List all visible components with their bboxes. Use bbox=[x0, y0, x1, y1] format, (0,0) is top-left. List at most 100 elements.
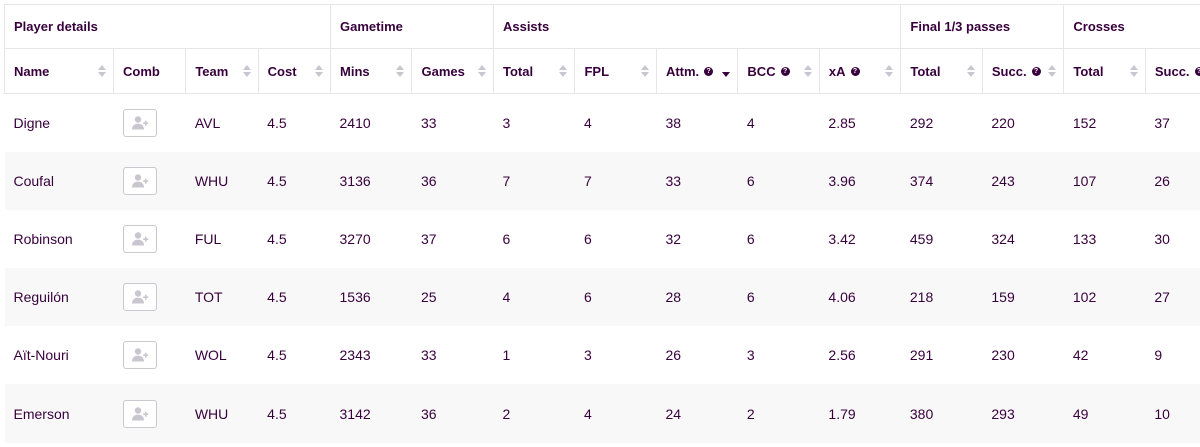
column-header-total-11[interactable]: Total bbox=[900, 48, 983, 94]
cell-cost: 4.5 bbox=[267, 230, 287, 247]
column-header-attm-8[interactable]: Attm.? bbox=[655, 48, 738, 94]
cell-team: TOT bbox=[185, 268, 259, 327]
column-header-label-group: Total bbox=[910, 64, 940, 79]
sort-arrows-icon[interactable] bbox=[477, 64, 486, 78]
sort-arrows-icon[interactable] bbox=[1048, 64, 1057, 78]
cell-games: 25 bbox=[411, 268, 494, 327]
column-header-label: xA bbox=[828, 63, 846, 79]
question-mark-icon[interactable]: ? bbox=[850, 66, 860, 76]
sort-arrows-icon[interactable] bbox=[98, 64, 106, 78]
column-group-header-row: Player details Gametime Assists Final 1/3 p… bbox=[4, 4, 1200, 49]
column-header-label-group: Attm.? bbox=[665, 63, 714, 79]
add-to-comparison-button[interactable] bbox=[122, 166, 157, 195]
sort-arrows-icon[interactable] bbox=[722, 64, 731, 78]
column-group-assists: Assists bbox=[492, 4, 901, 49]
sort-arrows-icon[interactable] bbox=[640, 64, 649, 78]
add-to-comparison-icon bbox=[131, 290, 148, 304]
cell-name[interactable]: Emerson bbox=[4, 384, 114, 443]
cell-name[interactable]: Reguilón bbox=[4, 268, 114, 327]
cell-f3-succ: 324 bbox=[991, 230, 1015, 247]
add-to-comparison-button[interactable] bbox=[122, 399, 157, 428]
column-header-content: BCC? bbox=[747, 64, 818, 79]
column-header-label: Games bbox=[421, 63, 465, 79]
column-header-content: Total bbox=[1073, 64, 1144, 79]
column-header-content: Team bbox=[195, 64, 257, 79]
sort-arrows-icon[interactable] bbox=[966, 64, 975, 78]
sort-down-arrow-icon bbox=[559, 72, 568, 77]
sort-arrows-icon[interactable] bbox=[885, 64, 894, 78]
question-mark-icon[interactable]: ? bbox=[1194, 66, 1200, 76]
sort-arrows-icon[interactable] bbox=[803, 64, 812, 78]
sort-up-arrow-icon bbox=[885, 65, 894, 70]
cell-xa: 3.42 bbox=[828, 230, 856, 247]
add-to-comparison-button[interactable] bbox=[122, 341, 157, 370]
cell-name[interactable]: Coufal bbox=[4, 151, 114, 210]
column-header-label: Total bbox=[910, 63, 941, 79]
column-header-succ-14[interactable]: Succ.? bbox=[1144, 48, 1200, 94]
sort-arrows-icon[interactable] bbox=[396, 64, 405, 78]
cell-mins: 2343 bbox=[339, 347, 371, 364]
cell-name[interactable]: Aït-Nouri bbox=[13, 347, 69, 364]
cell-f3-succ: 293 bbox=[982, 384, 1064, 443]
column-header-label-group: Succ.? bbox=[1155, 64, 1200, 79]
column-header-bcc-9[interactable]: BCC? bbox=[737, 48, 820, 94]
cell-attm: 24 bbox=[656, 384, 738, 443]
column-header-label: Total bbox=[502, 63, 534, 79]
add-to-comparison-button[interactable] bbox=[122, 283, 157, 312]
add-to-comparison-button[interactable] bbox=[122, 224, 157, 253]
sort-down-arrow-icon bbox=[242, 72, 251, 77]
column-header-content: FPL bbox=[584, 64, 655, 79]
column-header-label: Attm. bbox=[665, 63, 700, 79]
cell-name[interactable]: Robinson bbox=[13, 230, 73, 247]
column-header-content: Cost bbox=[268, 64, 330, 79]
cell-attm: 26 bbox=[665, 347, 682, 364]
cell-f3-total: 374 bbox=[900, 151, 983, 210]
cell-fpl: 4 bbox=[583, 114, 592, 131]
cell-assists-total: 1 bbox=[502, 347, 511, 364]
column-header-fpl-7[interactable]: FPL bbox=[574, 48, 657, 94]
column-header-content: Total bbox=[503, 64, 574, 79]
add-to-comparison-icon bbox=[131, 348, 148, 362]
column-header-label: FPL bbox=[584, 63, 610, 79]
column-header-cost-3[interactable]: Cost bbox=[257, 48, 331, 94]
sort-down-arrow-icon bbox=[315, 72, 323, 77]
cell-cross-succ: 9 bbox=[1154, 347, 1163, 364]
sort-arrows-icon[interactable] bbox=[559, 64, 568, 78]
cell-assists-total: 6 bbox=[502, 230, 511, 247]
cell-f3-succ: 230 bbox=[991, 347, 1015, 364]
question-mark-icon[interactable]: ? bbox=[1031, 66, 1041, 76]
column-header-games-5[interactable]: Games bbox=[411, 48, 494, 94]
cell-games: 36 bbox=[411, 151, 494, 210]
column-header-label: Total bbox=[1073, 63, 1104, 79]
sort-arrows-icon[interactable] bbox=[315, 64, 323, 78]
player-stats-table: Player details Gametime Assists Final 1/3 p… bbox=[4, 4, 1200, 443]
cell-fpl: 6 bbox=[574, 268, 657, 327]
column-header-total-6[interactable]: Total bbox=[492, 48, 575, 94]
add-to-comparison-button[interactable] bbox=[122, 108, 157, 137]
sort-down-arrow-icon bbox=[885, 72, 894, 77]
sort-arrows-icon[interactable] bbox=[1129, 64, 1138, 78]
cell-xa: 4.06 bbox=[819, 268, 901, 327]
column-header-mins-4[interactable]: Mins bbox=[329, 48, 412, 94]
cell-attm: 28 bbox=[656, 268, 738, 327]
sort-down-arrow-icon bbox=[1129, 72, 1138, 77]
cell-name[interactable]: Digne bbox=[13, 114, 51, 131]
question-mark-icon[interactable]: ? bbox=[780, 66, 790, 76]
add-to-comparison-icon bbox=[131, 116, 148, 130]
cell-games: 36 bbox=[411, 384, 494, 443]
cell-mins: 2410 bbox=[339, 114, 371, 131]
column-header-team-2[interactable]: Team bbox=[185, 48, 259, 94]
column-header-name-0[interactable]: Name bbox=[4, 48, 114, 94]
cell-f3-succ: 159 bbox=[982, 268, 1064, 327]
add-to-comparison-icon bbox=[131, 406, 148, 421]
column-header-xa-10[interactable]: xA? bbox=[818, 48, 901, 94]
question-mark-icon[interactable]: ? bbox=[704, 66, 714, 76]
cell-assists-total: 7 bbox=[493, 151, 575, 210]
column-header-succ-12[interactable]: Succ.? bbox=[981, 48, 1064, 94]
cell-cross-succ: 30 bbox=[1154, 230, 1170, 247]
sort-arrows-icon[interactable] bbox=[242, 64, 251, 78]
column-header-total-13[interactable]: Total bbox=[1063, 48, 1146, 94]
cell-xa: 2.85 bbox=[828, 114, 856, 131]
column-header-label-group: Name bbox=[14, 64, 49, 79]
sort-up-arrow-icon bbox=[242, 65, 251, 70]
